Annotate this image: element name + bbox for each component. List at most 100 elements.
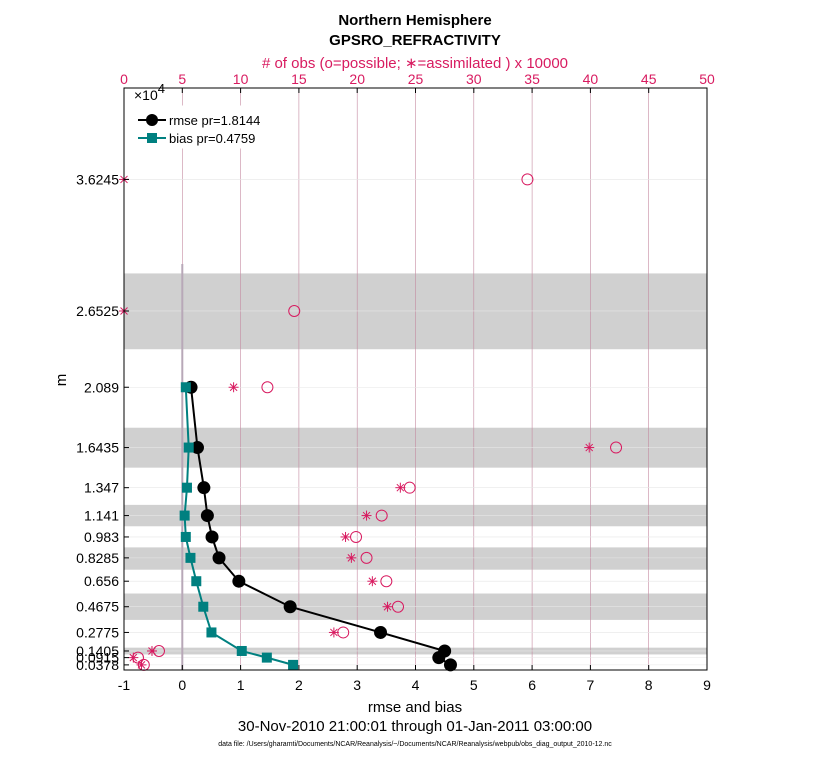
top-tick-label-10: 10 <box>233 71 249 87</box>
legend-box <box>132 105 282 149</box>
obs-possible-marker-13 <box>521 173 534 186</box>
top-tick-label-30: 30 <box>466 71 482 87</box>
y-tick-label-2: 0.1405 <box>76 643 119 659</box>
top-axis-ticks: 0 5 10 15 20 25 30 35 40 45 50 <box>120 71 715 93</box>
bottom-axis-ticks: -1 0 1 2 3 4 5 6 7 8 9 <box>118 665 711 693</box>
top-axis-multiplier-base: ×10 <box>134 87 158 103</box>
x-tick-label-6: 6 <box>528 677 536 693</box>
asterisk-stroke-3 <box>396 483 405 492</box>
asterisk-stroke-3 <box>341 533 350 541</box>
x-tick-label--1: -1 <box>118 677 131 693</box>
y-tick-label-12: 2.6525 <box>76 303 119 319</box>
top-tick-label-5: 5 <box>178 71 186 87</box>
top-axis-label: # of obs (o=possible; ∗=assimilated ) x … <box>262 55 568 72</box>
obs-assimilated-marker-10 <box>584 442 595 453</box>
top-tick-label-45: 45 <box>641 71 657 87</box>
rmse-point-2 <box>438 644 452 658</box>
bias-point-3 <box>206 627 217 638</box>
y-tick-label-6: 0.8285 <box>76 550 119 566</box>
y-tick-label-8: 1.141 <box>84 508 119 524</box>
y-tick-label-3: 0.2775 <box>76 624 119 640</box>
y-tick-label-1: 0.0915 <box>76 650 119 666</box>
bias-point-7 <box>180 531 191 542</box>
bias-point-9 <box>181 482 192 493</box>
x-tick-label-9: 9 <box>703 677 711 693</box>
bias-point-4 <box>198 601 209 612</box>
obs-possible-marker-8 <box>375 509 388 522</box>
y-tick-label-5: 0.656 <box>84 573 119 589</box>
chart-title: Northern Hemisphere <box>338 12 491 29</box>
obs-possible-marker-5 <box>380 575 393 588</box>
y-tick-label-11: 2.089 <box>84 379 119 395</box>
obs-possible-marker-6 <box>360 551 373 564</box>
x-tick-label-4: 4 <box>412 677 420 693</box>
x-tick-label-5: 5 <box>470 677 478 693</box>
asterisk-stroke-3 <box>129 653 138 662</box>
x-tick-label-1: 1 <box>237 677 245 693</box>
bias-point-11 <box>180 382 191 393</box>
y-tick-label-9: 1.347 <box>84 480 119 496</box>
rmse-point-5 <box>232 574 246 588</box>
x-axis-label: rmse and bias <box>368 699 462 716</box>
obs-possible-marker-11 <box>261 381 274 394</box>
top-axis-multiplier-exp: 4 <box>158 81 165 96</box>
date-range: 30-Nov-2010 21:00:01 through 01-Jan-2011… <box>238 718 592 735</box>
bias-point-10 <box>183 442 194 453</box>
legend-bias-label: bias pr=0.4759 <box>169 131 255 146</box>
top-tick-label-35: 35 <box>524 71 540 87</box>
rmse-point-8 <box>200 509 214 523</box>
rmse-point-9 <box>197 481 211 495</box>
rmse-point-3 <box>374 625 388 639</box>
y-tick-label-7: 0.983 <box>84 529 119 545</box>
y-tick-label-4: 0.4675 <box>76 599 119 615</box>
y-tick-label-10: 1.6435 <box>76 440 119 456</box>
chart-subtitle: GPSRO_REFRACTIVITY <box>329 32 501 49</box>
obs-assimilated-marker-1 <box>128 652 139 663</box>
top-tick-label-15: 15 <box>291 71 307 87</box>
x-tick-label-7: 7 <box>587 677 595 693</box>
asterisk-stroke-3 <box>383 602 392 611</box>
asterisk-stroke-3 <box>229 383 238 392</box>
bias-point-6 <box>185 552 196 563</box>
rmse-point-4 <box>283 600 297 614</box>
asterisk-stroke-3 <box>347 554 356 562</box>
legend: rmse pr=1.8144 bias pr=0.4759 <box>132 105 282 149</box>
top-tick-label-0: 0 <box>120 71 128 87</box>
bias-point-1 <box>261 652 272 663</box>
legend-rmse-marker <box>146 114 158 126</box>
obs-assimilated-marker-5 <box>367 576 378 587</box>
bias-point-5 <box>191 576 202 587</box>
asterisk-stroke-3 <box>585 443 594 452</box>
asterisk-stroke-3 <box>148 647 156 655</box>
data-series <box>179 380 457 672</box>
obs-assimilated-marker-6 <box>346 552 357 563</box>
asterisk-stroke-3 <box>330 628 338 637</box>
obs-assimilated-marker-11 <box>228 382 239 393</box>
y-tick-label-0: 0.0378 <box>76 657 119 673</box>
asterisk-stroke-3 <box>362 511 371 520</box>
bias-point-2 <box>236 645 247 656</box>
x-tick-label-3: 3 <box>353 677 361 693</box>
obs-assimilated-marker-8 <box>361 510 372 521</box>
obs-assimilated-marker-3 <box>328 627 339 638</box>
asterisk-stroke-3 <box>137 661 146 669</box>
top-axis-multiplier: ×104 <box>134 81 165 103</box>
rmse-point-6 <box>212 551 226 565</box>
x-tick-label-2: 2 <box>295 677 303 693</box>
obs-possible-marker-10 <box>610 441 623 454</box>
asterisk-stroke-3 <box>368 577 377 586</box>
x-tick-label-8: 8 <box>645 677 653 693</box>
rmse-point-0 <box>443 658 457 672</box>
obs-assimilated-marker-4 <box>382 601 393 612</box>
legend-rmse-label: rmse pr=1.8144 <box>169 113 260 128</box>
y-axis-label: m <box>53 374 70 387</box>
obs-assimilated-marker-2 <box>146 645 157 656</box>
rmse-point-10 <box>190 441 204 455</box>
top-tick-label-20: 20 <box>349 71 365 87</box>
x-tick-label-0: 0 <box>178 677 186 693</box>
vertical-gridlines <box>124 88 707 670</box>
obs-possible-marker-12 <box>288 304 301 317</box>
